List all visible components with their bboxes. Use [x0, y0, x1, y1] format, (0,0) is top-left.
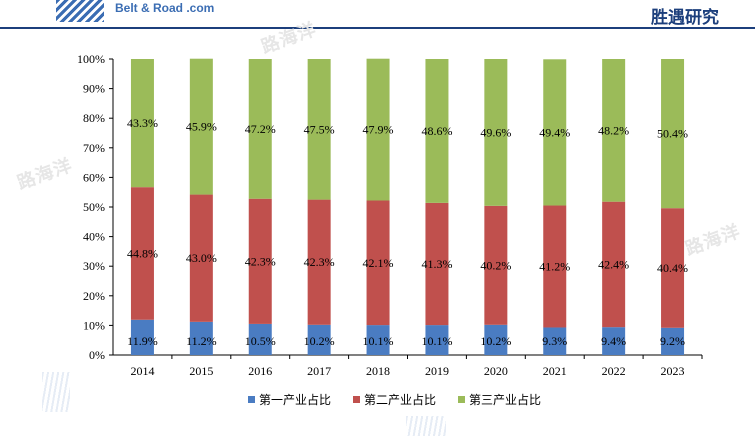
data-label: 48.6% — [421, 124, 452, 138]
watermark-stripes — [42, 372, 70, 412]
data-label: 10.1% — [421, 334, 452, 348]
data-label: 47.5% — [304, 122, 335, 136]
bar-segment — [307, 199, 331, 325]
bar-segment — [307, 324, 331, 355]
bar-segment — [602, 59, 626, 202]
data-label: 11.2% — [186, 334, 217, 348]
x-tick-label: 2019 — [425, 364, 449, 378]
x-tick-label: 2017 — [307, 364, 331, 378]
data-label: 45.9% — [186, 120, 217, 134]
legend-label: 第一产业占比 — [259, 393, 332, 407]
watermark-stripes — [406, 416, 446, 436]
data-label: 9.4% — [601, 334, 626, 348]
logo-icon — [56, 0, 104, 22]
bar-segment — [425, 202, 449, 326]
data-label: 47.2% — [245, 122, 276, 136]
data-label: 50.4% — [657, 127, 688, 141]
header-divider — [0, 27, 755, 29]
x-tick-label: 2016 — [248, 364, 272, 378]
data-label: 42.4% — [598, 257, 629, 271]
y-tick-label: 10% — [83, 318, 105, 332]
bar-segment — [189, 58, 213, 195]
data-label: 49.4% — [539, 125, 570, 139]
page-header: Belt & Road .com 胜遇研究 — [0, 0, 755, 30]
data-label: 40.4% — [657, 261, 688, 275]
data-label: 43.3% — [127, 116, 158, 130]
data-label: 10.2% — [480, 334, 511, 348]
bar-segment — [543, 327, 567, 355]
bar-segment — [425, 325, 449, 355]
data-label: 10.1% — [363, 334, 394, 348]
y-tick-label: 70% — [83, 141, 105, 155]
legend-swatch — [458, 396, 466, 403]
data-label: 42.1% — [363, 256, 394, 270]
data-label: 41.3% — [421, 257, 452, 271]
bar-segment — [543, 59, 567, 206]
bar-segment — [248, 59, 272, 199]
bar-segment — [543, 205, 567, 328]
legend-item-secondary: 第二产业占比 — [353, 391, 436, 408]
bar-segment — [484, 205, 508, 325]
legend-item-tertiary: 第三产业占比 — [458, 391, 541, 408]
x-tick-label: 2015 — [189, 364, 213, 378]
y-tick-label: 80% — [83, 111, 105, 125]
data-label: 9.2% — [660, 334, 685, 348]
bar-segment — [366, 325, 390, 355]
legend-swatch — [248, 396, 255, 403]
data-label: 49.6% — [480, 125, 511, 139]
data-label: 10.2% — [304, 334, 335, 348]
bar-segment — [130, 319, 154, 355]
data-label: 48.2% — [598, 123, 629, 137]
y-tick-label: 60% — [83, 170, 105, 184]
x-tick-label: 2014 — [130, 364, 154, 378]
data-label: 43.0% — [186, 251, 217, 265]
bar-segment — [189, 194, 213, 322]
bar-segment — [602, 327, 626, 355]
bar-segment — [484, 59, 508, 206]
legend-label: 第二产业占比 — [364, 393, 437, 407]
bar-segment — [248, 323, 272, 355]
data-label: 40.2% — [480, 258, 511, 272]
bar-segment — [366, 58, 390, 201]
brand-title: 胜遇研究 — [651, 8, 719, 28]
x-tick-label: 2021 — [543, 364, 567, 378]
y-tick-label: 90% — [83, 82, 105, 96]
bar-segment — [661, 59, 685, 209]
y-tick-label: 0% — [89, 348, 105, 362]
data-label: 42.3% — [304, 255, 335, 269]
bar-segment — [661, 208, 685, 328]
bar-segment — [130, 187, 154, 320]
y-tick-label: 20% — [83, 289, 105, 303]
bar-segment — [484, 324, 508, 355]
bar-segment — [425, 59, 449, 203]
y-tick-label: 40% — [83, 230, 105, 244]
bar-segment — [130, 59, 154, 188]
data-label: 42.3% — [245, 254, 276, 268]
bar-segment — [661, 327, 685, 355]
legend-label: 第三产业占比 — [469, 393, 542, 407]
data-label: 11.9% — [127, 334, 158, 348]
bar-segment — [366, 200, 390, 326]
y-tick-label: 50% — [83, 200, 105, 214]
chart-legend: 第一产业占比 第二产业占比 第三产业占比 — [248, 391, 541, 408]
bar-segment — [307, 59, 331, 200]
legend-swatch — [353, 396, 361, 403]
x-tick-label: 2020 — [484, 364, 508, 378]
data-label: 10.5% — [245, 334, 276, 348]
site-label[interactable]: Belt & Road .com — [115, 1, 215, 15]
x-tick-label: 2023 — [661, 364, 685, 378]
data-label: 9.3% — [542, 334, 567, 348]
y-tick-label: 100% — [77, 52, 105, 66]
x-tick-label: 2022 — [602, 364, 626, 378]
data-label: 47.9% — [363, 123, 394, 137]
legend-item-primary: 第一产业占比 — [248, 391, 331, 408]
x-tick-label: 2018 — [366, 364, 390, 378]
bar-segment — [189, 321, 213, 355]
bar-segment — [248, 198, 272, 324]
bar-segment — [602, 201, 626, 328]
data-label: 44.8% — [127, 246, 158, 260]
data-label: 41.2% — [539, 259, 570, 273]
y-tick-label: 30% — [83, 259, 105, 273]
